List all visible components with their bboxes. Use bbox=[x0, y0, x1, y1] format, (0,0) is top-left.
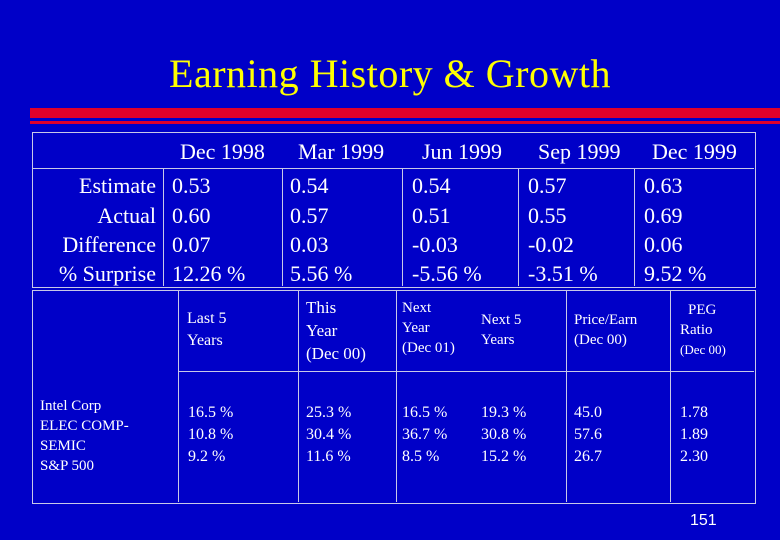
period-header: Jun 1999 bbox=[422, 139, 503, 164]
column-next-5-years: 19.3 % 30.8 % 15.2 % bbox=[481, 402, 526, 468]
title-underline bbox=[30, 108, 780, 118]
header-line: (Dec 00) bbox=[680, 342, 726, 357]
table-cell: 0.55 bbox=[528, 203, 567, 228]
table-cell: 10.8 % bbox=[188, 426, 234, 443]
row-label: S&P 500 bbox=[40, 458, 95, 474]
table-cell: 9.52 % bbox=[644, 261, 707, 286]
table-cell: 0.03 bbox=[290, 232, 329, 257]
column-last-5-years: 16.5 % 10.8 % 9.2 % bbox=[188, 402, 233, 468]
period-header: Sep 1999 bbox=[538, 139, 621, 164]
row-label-actual: Actual bbox=[97, 203, 156, 228]
table-cell: -0.03 bbox=[412, 232, 458, 257]
table-cell: 57.6 bbox=[574, 426, 602, 443]
table-cell: -3.51 % bbox=[528, 261, 598, 286]
table-cell: 0.57 bbox=[528, 173, 567, 198]
header-line: Ratio bbox=[680, 322, 713, 338]
row-label: ELEC COMP- bbox=[40, 418, 129, 434]
table-cell: 30.8 % bbox=[481, 426, 527, 443]
table-cell: 16.5 % bbox=[402, 404, 448, 421]
period-header: Dec 1999 bbox=[652, 139, 737, 164]
table-cell: 0.53 bbox=[172, 173, 211, 198]
table-cell: 12.26 % bbox=[172, 261, 246, 286]
table-cell: 0.57 bbox=[290, 203, 329, 228]
table-cell: 5.56 % bbox=[290, 261, 353, 286]
column-this-year: 25.3 % 30.4 % 11.6 % bbox=[306, 402, 351, 468]
column-peg-ratio: 1.78 1.89 2.30 bbox=[680, 402, 708, 468]
row-label-estimate: Estimate bbox=[79, 173, 156, 198]
header-line: Years bbox=[187, 332, 223, 349]
column-price-earn: 45.0 57.6 26.7 bbox=[574, 402, 602, 468]
table-cell: 9.2 % bbox=[188, 448, 226, 465]
header-line: This bbox=[306, 298, 337, 317]
table-cell: 36.7 % bbox=[402, 426, 448, 443]
table-cell: 1.89 bbox=[680, 426, 708, 443]
header-this-year: This Year (Dec 00) bbox=[306, 296, 366, 365]
header-price-earn: Price/Earn (Dec 00) bbox=[574, 310, 637, 350]
header-line: Price/Earn bbox=[574, 312, 638, 328]
header-line: (Dec 00) bbox=[306, 344, 366, 363]
header-line: Next 5 bbox=[481, 312, 522, 328]
table-cell: 26.7 bbox=[574, 448, 602, 465]
table-cell: 2.30 bbox=[680, 448, 708, 465]
table-cell: 0.07 bbox=[172, 232, 211, 257]
table-cell: 0.06 bbox=[644, 232, 683, 257]
header-line: Next bbox=[402, 300, 432, 316]
header-line: Year bbox=[306, 321, 338, 340]
header-next-5-years: Next 5 Years bbox=[481, 310, 521, 350]
row-label: Intel Corp bbox=[40, 398, 102, 414]
row-label-difference: Difference bbox=[62, 232, 156, 257]
header-peg-ratio: PEG Ratio (Dec 00) bbox=[680, 300, 726, 360]
header-line: PEG bbox=[688, 302, 717, 318]
header-line: (Dec 01) bbox=[402, 340, 455, 356]
header-line: Last 5 bbox=[187, 310, 227, 327]
title-underline-thin bbox=[30, 121, 780, 124]
row-label: SEMIC bbox=[40, 438, 86, 454]
header-last-5-years: Last 5 Years bbox=[187, 308, 227, 352]
growth-row-labels: Intel Corp ELEC COMP- SEMIC S&P 500 bbox=[40, 396, 129, 476]
column-next-year: 16.5 % 36.7 % 8.5 % bbox=[402, 402, 447, 468]
table-cell: 0.54 bbox=[290, 173, 329, 198]
table-cell: 30.4 % bbox=[306, 426, 352, 443]
header-line: Years bbox=[481, 332, 515, 348]
table-cell: 45.0 bbox=[574, 404, 602, 421]
table-cell: 0.69 bbox=[644, 203, 683, 228]
table-cell: -0.02 bbox=[528, 232, 574, 257]
table-cell: 0.60 bbox=[172, 203, 211, 228]
table-cell: 0.51 bbox=[412, 203, 451, 228]
header-line: (Dec 00) bbox=[574, 332, 627, 348]
page-number: 151 bbox=[690, 512, 717, 529]
table-cell: 16.5 % bbox=[188, 404, 234, 421]
row-label-surprise: % Surprise bbox=[58, 261, 156, 286]
table-cell: 0.63 bbox=[644, 173, 683, 198]
table-cell: 15.2 % bbox=[481, 448, 527, 465]
table-cell: 1.78 bbox=[680, 404, 708, 421]
table-cell: 11.6 % bbox=[306, 448, 351, 465]
table-cell: 8.5 % bbox=[402, 448, 440, 465]
header-line: Year bbox=[402, 320, 430, 336]
period-header: Mar 1999 bbox=[298, 139, 385, 164]
header-next-year: Next Year (Dec 01) bbox=[402, 298, 455, 358]
table-cell: 0.54 bbox=[412, 173, 451, 198]
slide-title: Earning History & Growth bbox=[169, 51, 611, 96]
table-cell: 25.3 % bbox=[306, 404, 352, 421]
table-cell: -5.56 % bbox=[412, 261, 482, 286]
period-header: Dec 1998 bbox=[180, 139, 265, 164]
table-cell: 19.3 % bbox=[481, 404, 527, 421]
